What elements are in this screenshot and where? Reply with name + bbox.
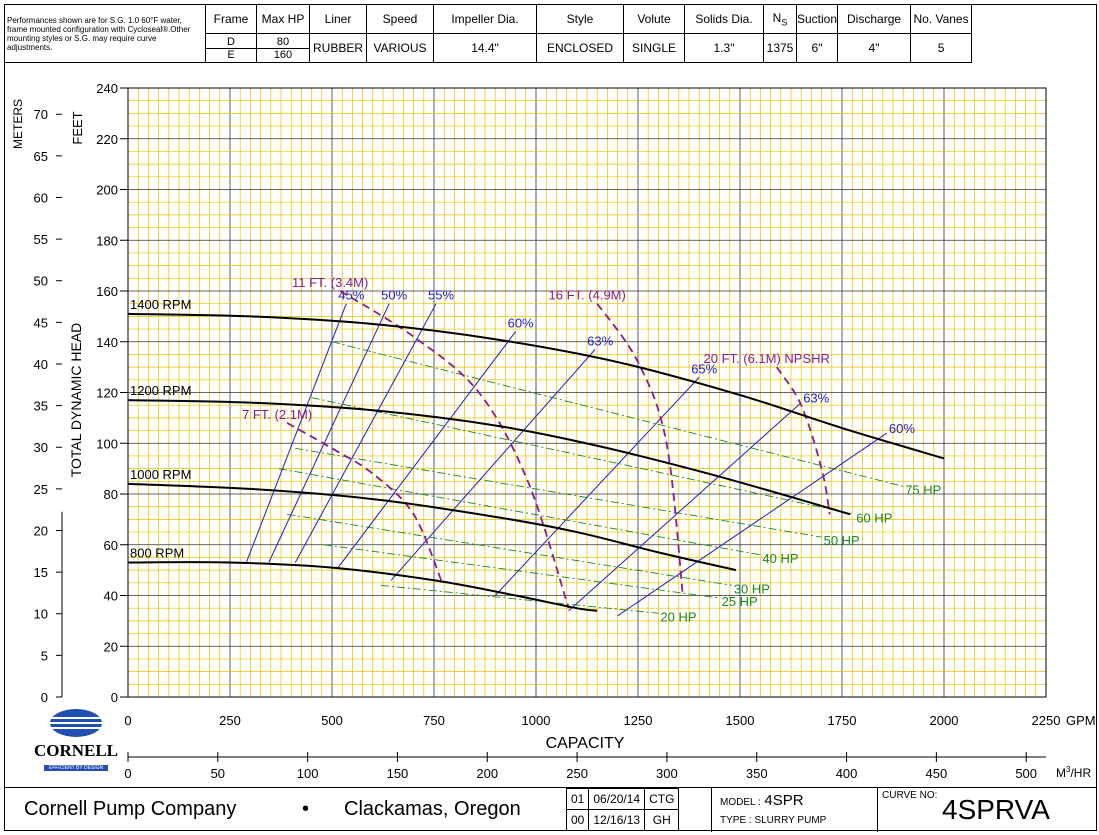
revision-table: 01 06/20/14 CTG 00 12/16/13 GH [565, 788, 680, 831]
spec-header-speed: Speed [366, 4, 434, 34]
curve-number: 4SPRVA [942, 794, 1050, 825]
spec-header-frame: Frame [205, 4, 257, 34]
vanes-value: 5 [910, 33, 973, 63]
suction-value: 6" [795, 33, 839, 63]
rev-by: CTG [644, 788, 680, 810]
style-value: ENCLOSED [536, 33, 624, 63]
logo-tagline: EFFICIENT BY DESIGN [44, 765, 108, 771]
spec-header-suction: Suction [795, 4, 839, 34]
spec-header-discharge: Discharge [837, 4, 912, 34]
rev-no: 00 [565, 809, 590, 831]
frame-values: D E [205, 33, 257, 63]
performance-note: Performances shown are for S.G. 1.0 60°F… [4, 4, 206, 63]
cornell-logo: CORNELL EFFICIENT BY DESIGN [30, 708, 122, 778]
spec-header-impeller: Impeller Dia. [433, 4, 537, 34]
curve-box: CURVE NO: 4SPRVA [877, 788, 1098, 832]
maxhp-e: 160 [273, 48, 293, 61]
frame-e: E [227, 48, 235, 61]
spec-header-solids: Solids Dia. [684, 4, 764, 34]
company-name: Cornell Pump Company [24, 798, 237, 820]
spec-table: Performances shown are for S.G. 1.0 60°F… [4, 4, 973, 63]
logo-globe-icon [50, 709, 102, 737]
spec-header-liner: Liner [309, 4, 367, 34]
rev-date: 12/16/13 [588, 809, 646, 831]
model-box: MODEL : 4SPR TYPE : SLURRY PUMP [711, 788, 877, 832]
spec-header-vanes: No. Vanes [910, 4, 973, 34]
liner-value: RUBBER [309, 33, 367, 63]
solids-value: 1.3" [684, 33, 764, 63]
maxhp-values: 80 160 [256, 33, 310, 63]
curve-label: CURVE NO: [882, 790, 938, 801]
model-value: 4SPR [764, 792, 804, 809]
spec-header-maxhp: Max HP [256, 4, 310, 34]
ns-value: 1375 [763, 33, 797, 63]
logo-text: CORNELL [33, 741, 119, 760]
model-label: MODEL : [720, 797, 761, 808]
frame-d: D [206, 36, 256, 49]
volute-value: SINGLE [623, 33, 685, 63]
rev-date: 06/20/14 [588, 788, 646, 810]
speed-value: VARIOUS [366, 33, 434, 63]
spec-header-ns: NS [763, 4, 797, 34]
separator-bullet: • [302, 798, 310, 820]
impeller-value: 14.4" [433, 33, 537, 63]
pump-type: TYPE : SLURRY PUMP [720, 815, 827, 826]
footer: Cornell Pump Company • Clackamas, Oregon… [4, 787, 1097, 832]
discharge-value: 4" [837, 33, 912, 63]
rev-by: GH [644, 809, 680, 831]
rev-no: 01 [565, 788, 590, 810]
spec-header-style: Style [536, 4, 624, 34]
company-city: Clackamas, Oregon [344, 798, 521, 820]
spec-header-volute: Volute [623, 4, 685, 34]
page-frame [4, 4, 1097, 831]
maxhp-d: 80 [257, 36, 309, 49]
